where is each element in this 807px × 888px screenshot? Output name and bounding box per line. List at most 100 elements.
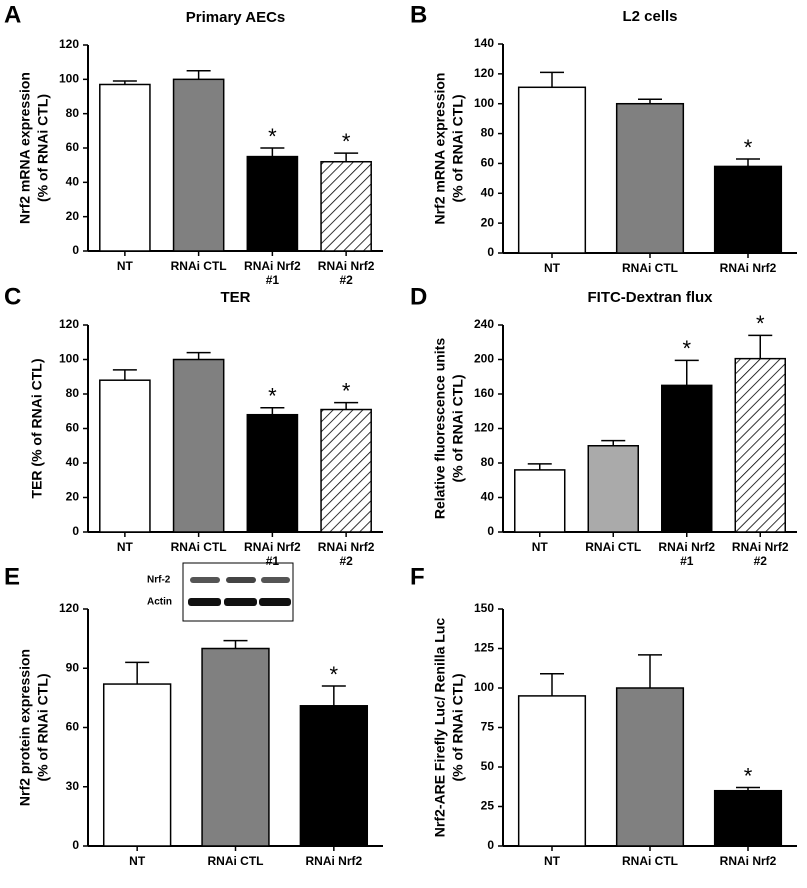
y-tick-label: 80 [481,126,495,140]
chart-title: L2 cells [622,8,677,25]
x-tick-label: RNAi Nrf2 [318,259,375,273]
y-tick-label: 40 [481,185,495,199]
bar [299,705,369,847]
y-tick-label: 0 [72,243,79,257]
x-tick-label: RNAi Nrf2 [658,540,715,554]
bar [615,102,685,254]
x-tick-label: #1 [266,273,280,287]
y-tick-label: 120 [59,37,79,51]
y-tick-label: 60 [481,156,495,170]
bar [517,695,587,847]
y-axis-label: Nrf2-ARE Firefly Luc/ Renilla Luc [432,618,448,838]
y-tick-label: 60 [66,720,80,734]
panel-letter: F [410,563,425,590]
x-tick-label: RNAi Nrf2 [244,259,301,273]
bar [172,358,225,533]
y-axis-label: TER (% of RNAi CTL) [29,359,45,499]
x-tick-label: RNAi Nrf2 [305,854,362,868]
panel-letter: A [4,1,21,28]
chart-title: Primary AECs [186,9,286,26]
y-tick-label: 0 [72,524,79,538]
chart-title: TER [221,289,251,306]
y-axis-label: (% of RNAi CTL) [450,673,466,781]
x-tick-label: #2 [339,554,353,568]
panel-letter: E [4,563,20,590]
inset-label: Actin [147,597,172,608]
y-tick-label: 0 [487,838,494,852]
y-tick-label: 20 [481,215,495,229]
y-tick-label: 160 [474,386,494,400]
significance-marker: * [268,384,277,409]
y-tick-label: 60 [66,421,80,435]
y-tick-label: 120 [59,601,79,615]
bar [99,379,151,533]
y-tick-label: 140 [474,36,494,50]
y-tick-label: 20 [66,209,80,223]
y-axis-label: Nrf2 mRNA expression [432,73,448,225]
x-tick-label: NT [129,854,146,868]
x-tick-label: NT [544,854,561,868]
y-tick-label: 100 [59,72,79,86]
panel-letter: D [410,283,427,310]
y-tick-label: 100 [59,352,79,366]
significance-marker: * [744,763,753,788]
bar [102,683,172,847]
y-tick-label: 120 [474,66,494,80]
y-tick-label: 0 [72,838,79,852]
x-tick-label: NT [117,259,134,273]
bar [246,155,299,252]
blot-inset [182,562,294,622]
significance-marker: * [342,129,351,154]
y-tick-label: 80 [66,386,80,400]
significance-marker: * [682,336,691,361]
x-tick-label: NT [117,540,134,554]
inset-label: Nrf-2 [147,575,171,586]
y-tick-label: 240 [474,317,494,331]
y-axis-label: (% of RNAi CTL) [35,673,51,781]
x-tick-label: #2 [339,273,353,287]
y-axis-label: (% of RNAi CTL) [450,94,466,202]
x-tick-label: RNAi Nrf2 [244,540,301,554]
x-tick-label: RNAi CTL [171,540,227,554]
y-tick-label: 80 [66,106,80,120]
y-tick-label: 100 [474,680,494,694]
x-tick-label: RNAi CTL [622,261,678,275]
x-tick-label: NT [532,540,549,554]
y-axis-label: Nrf2 mRNA expression [17,72,33,224]
bar [713,165,783,254]
y-axis-label: (% of RNAi CTL) [450,374,466,482]
x-tick-label: RNAi Nrf2 [318,540,375,554]
x-tick-label: #1 [266,554,280,568]
x-tick-label: RNAi Nrf2 [732,540,789,554]
bar [99,83,151,252]
y-tick-label: 100 [474,96,494,110]
y-tick-label: 50 [481,759,495,773]
y-tick-label: 40 [481,490,495,504]
significance-marker: * [330,662,339,687]
x-tick-label: #1 [680,554,694,568]
bar [514,469,566,533]
bar [320,408,372,533]
bar [661,384,713,533]
significance-marker: * [342,378,351,403]
chart-title: FITC-Dextran flux [587,289,713,306]
bar [734,357,786,533]
y-tick-label: 25 [481,799,495,813]
significance-marker: * [268,124,277,149]
y-tick-label: 125 [474,641,494,655]
bar [201,647,270,847]
y-tick-label: 150 [474,601,494,615]
y-tick-label: 20 [66,490,80,504]
bar [615,687,685,847]
x-tick-label: RNAi Nrf2 [720,261,777,275]
y-tick-label: 0 [487,245,494,259]
panel-letter: C [4,283,21,310]
y-tick-label: 60 [66,140,80,154]
significance-marker: * [744,135,753,160]
panel-letter: B [410,1,427,28]
y-tick-label: 200 [474,352,494,366]
bar [246,413,299,533]
bar [713,789,783,847]
x-tick-label: RNAi CTL [171,259,227,273]
